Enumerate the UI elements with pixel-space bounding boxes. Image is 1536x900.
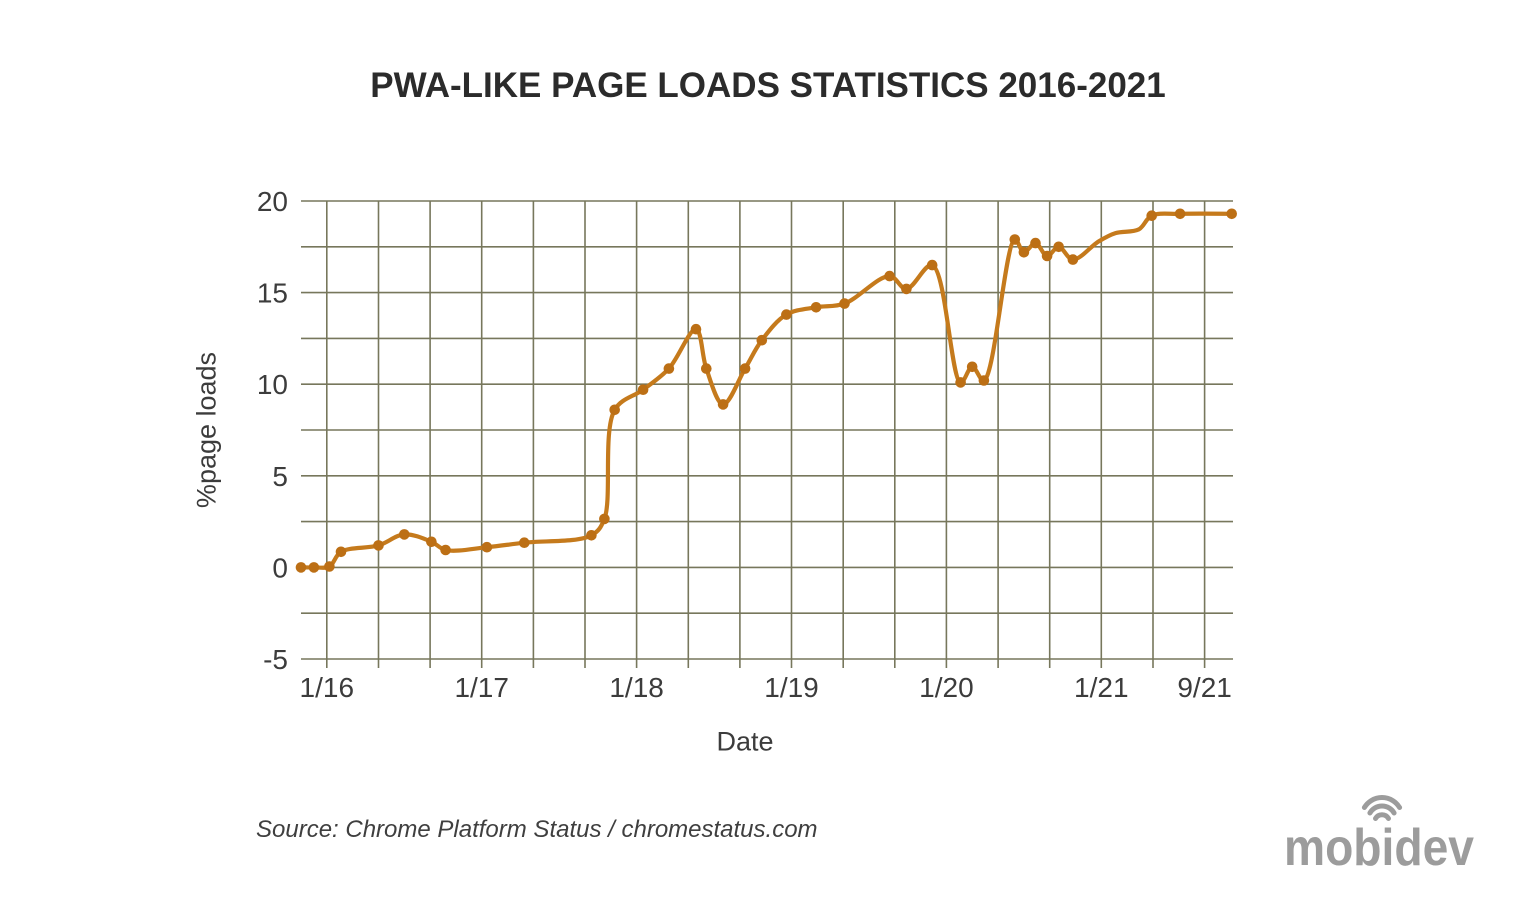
data-point-marker (810, 302, 822, 313)
data-point-marker (701, 363, 712, 374)
logo-wordmark: mobidev (1284, 819, 1474, 870)
x-tick-label: 1/21 (1074, 672, 1129, 703)
x-tick-label: 1/19 (764, 672, 819, 703)
data-point-marker (717, 399, 729, 410)
x-tick-label: 1/20 (919, 672, 974, 703)
data-point-marker (426, 536, 437, 548)
data-point-marker (295, 562, 307, 573)
y-tick-labels: 20 15 10 5 0 -5 (257, 186, 288, 675)
x-tick-labels: 1/16 1/17 1/18 1/19 1/20 1/21 9/21 (300, 672, 1232, 703)
data-point-marker (1041, 250, 1053, 262)
y-axis-title: %page loads (191, 351, 222, 509)
data-point-marker (1067, 254, 1079, 265)
data-point-marker (901, 283, 912, 295)
data-point-marker (1146, 210, 1157, 221)
x-tick-label: 1/18 (609, 672, 664, 703)
data-point-marker (756, 334, 768, 346)
data-point-marker (481, 541, 493, 553)
data-point-marker (599, 513, 610, 525)
data-point-marker (1053, 241, 1064, 253)
mobidev-logo: mobidev (1284, 795, 1474, 870)
series-line-layer (298, 211, 1234, 570)
data-point-marker (440, 544, 451, 556)
data-point-marker (519, 537, 530, 548)
data-point-marker (586, 530, 597, 541)
data-point-marker (1174, 208, 1186, 220)
data-point-marker (781, 309, 792, 320)
data-point-marker (308, 562, 320, 573)
chart-title: PWA-LIKE PAGE LOADS STATISTICS 2016-2021 (370, 66, 1166, 105)
data-point-marker (955, 377, 966, 388)
y-tick-label: 0 (272, 552, 288, 583)
y-tick-label: -5 (263, 644, 288, 675)
data-point-marker (663, 363, 675, 374)
data-point-marker (926, 259, 938, 271)
x-tick-label: 1/16 (300, 672, 355, 703)
data-point-marker (373, 540, 384, 551)
wifi-arcs-icon (1361, 795, 1403, 821)
x-tick-label: 1/17 (454, 672, 509, 703)
data-point-marker (1030, 237, 1041, 249)
data-point-marker (884, 270, 895, 282)
series-line (298, 211, 1234, 570)
data-point-marker (1226, 208, 1237, 220)
y-tick-label: 5 (272, 461, 288, 492)
source-attribution: Source: Chrome Platform Status / chromes… (256, 816, 818, 843)
data-point-marker (739, 363, 751, 374)
y-tick-label: 15 (257, 278, 288, 309)
data-point-marker (839, 298, 850, 309)
data-point-marker (399, 529, 410, 540)
data-point-marker (1009, 234, 1021, 245)
data-point-marker (609, 404, 620, 416)
y-tick-label: 10 (257, 369, 288, 400)
axis-tick-marks (325, 659, 1206, 668)
data-point-marker (1018, 247, 1030, 258)
data-point-marker (966, 361, 978, 373)
data-point-marker (690, 323, 702, 335)
grid-layer (301, 200, 1233, 660)
series-markers-layer (295, 208, 1237, 573)
data-point-marker (637, 384, 649, 396)
y-tick-label: 20 (257, 186, 288, 217)
data-point-marker (335, 546, 347, 558)
x-tick-label: 9/21 (1177, 672, 1232, 703)
x-axis-title: Date (716, 726, 774, 757)
data-point-marker (978, 375, 990, 386)
data-point-marker (324, 561, 335, 572)
